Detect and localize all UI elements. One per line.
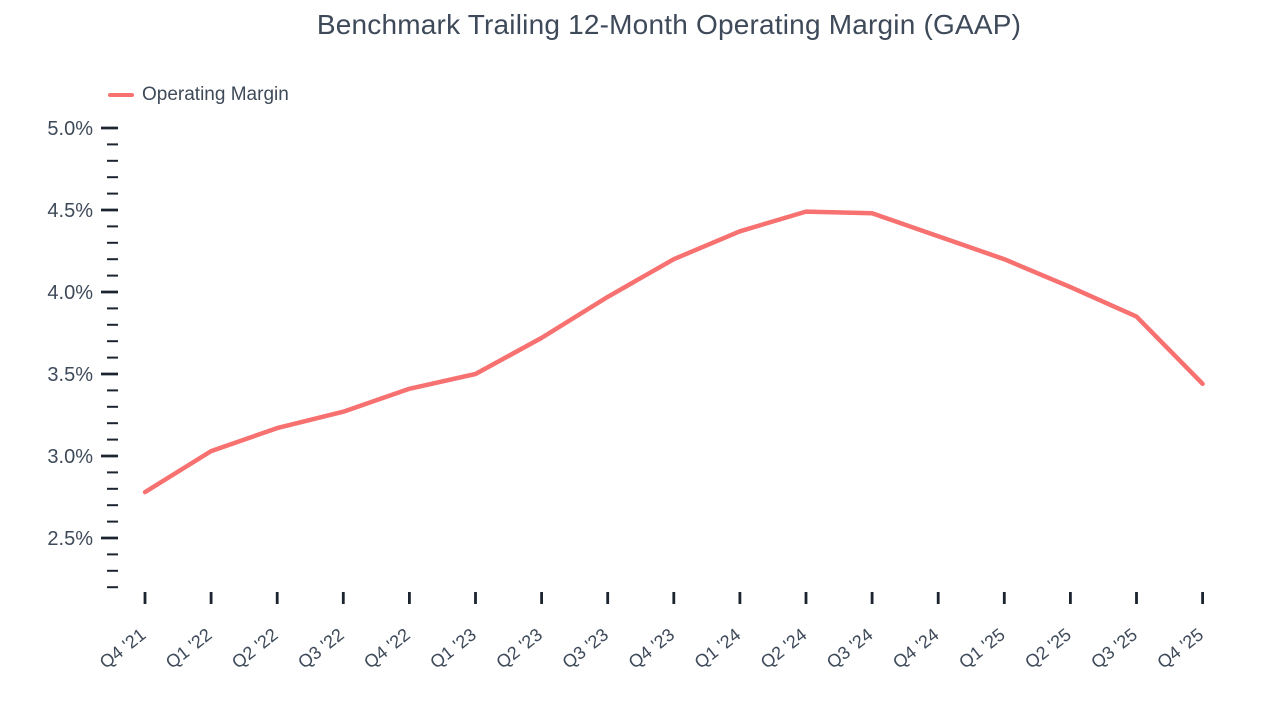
x-axis-tick-label: Q2 '25 — [1021, 624, 1075, 672]
x-axis-tick-label: Q1 '24 — [691, 624, 745, 672]
series-line-operating-margin — [142, 209, 1205, 495]
x-axis-tick-label: Q3 '25 — [1087, 624, 1141, 672]
x-axis-tick-label: Q3 '23 — [558, 624, 612, 672]
y-axis-tick-label: 3.5% — [47, 364, 93, 386]
x-axis-tick-label: Q2 '22 — [228, 624, 282, 672]
x-axis-tick-label: Q4 '23 — [625, 624, 679, 672]
x-axis-tick-label: Q3 '24 — [823, 624, 877, 672]
legend-label: Operating Margin — [142, 84, 289, 105]
chart-title: Benchmark Trailing 12-Month Operating Ma… — [316, 9, 1022, 40]
legend: Operating Margin — [108, 84, 289, 106]
x-axis-tick-label: Q2 '24 — [757, 624, 811, 672]
x-axis-tick-label: Q4 '24 — [889, 624, 943, 672]
x-axis-tick-label: Q3 '22 — [294, 624, 348, 672]
y-axis-tick-label: 4.5% — [47, 200, 93, 222]
y-axis-tick-label: 5.0% — [47, 118, 93, 140]
x-axis-tick-label: Q1 '23 — [426, 624, 480, 672]
y-axis-tick-label: 4.0% — [47, 282, 93, 304]
x-axis-tick-label: Q1 '25 — [955, 624, 1009, 672]
y-axis-tick-label: 2.5% — [47, 528, 93, 550]
x-axis-tick-label: Q4 '21 — [96, 624, 150, 672]
legend-line-swatch — [108, 92, 134, 98]
x-axis-tick-label: Q2 '23 — [492, 624, 546, 672]
x-axis-tick-label: Q1 '22 — [162, 624, 216, 672]
y-axis-tick-label: 3.0% — [47, 446, 93, 468]
x-axis-tick-label: Q4 '25 — [1153, 624, 1207, 672]
x-axis-tick-label: Q4 '22 — [360, 624, 414, 672]
